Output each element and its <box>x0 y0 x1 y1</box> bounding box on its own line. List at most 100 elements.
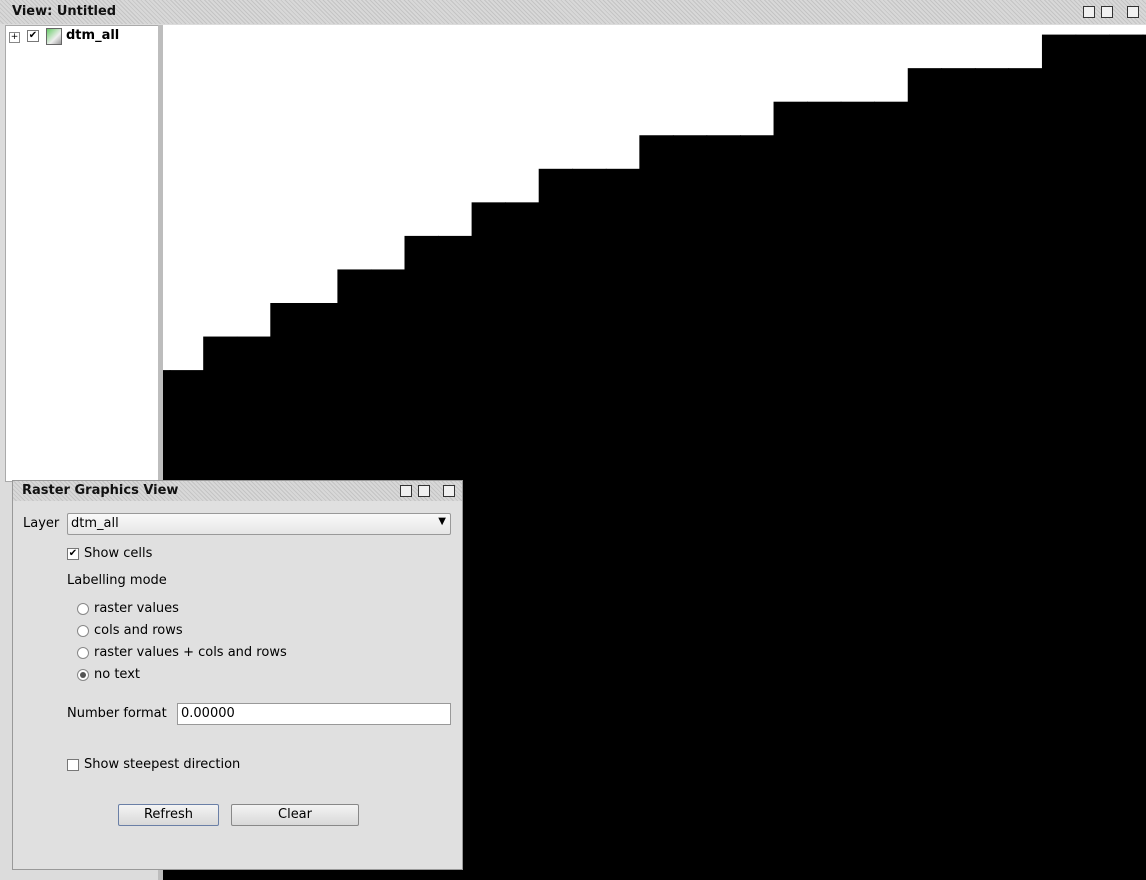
clear-button[interactable]: Clear <box>231 804 359 826</box>
radio-button[interactable] <box>77 625 89 637</box>
labelling-mode-label: Labelling mode <box>67 573 167 588</box>
raster-cell <box>1109 638 1144 673</box>
raster-cell <box>907 336 943 371</box>
raster-cell <box>840 302 875 338</box>
raster-cell <box>773 839 808 875</box>
expand-toggle[interactable]: + <box>9 32 20 43</box>
raster-cell <box>404 336 439 371</box>
raster-cell <box>1075 101 1110 137</box>
raster-cell <box>505 705 540 740</box>
raster-cell <box>807 470 842 506</box>
raster-cell <box>773 806 808 841</box>
maximize-button[interactable] <box>1101 6 1113 18</box>
raster-cell <box>471 873 506 880</box>
raster-cell <box>941 403 976 438</box>
raster-cell <box>941 604 976 640</box>
raster-cell <box>1075 806 1110 841</box>
raster-cell <box>505 839 540 875</box>
dialog-titlebar: Raster Graphics View <box>13 481 462 501</box>
steepest-label[interactable]: Show steepest direction <box>84 757 241 772</box>
show-cells-label[interactable]: Show cells <box>84 546 153 561</box>
raster-cell <box>1041 370 1077 405</box>
raster-cell <box>840 202 875 237</box>
radio-label[interactable]: raster values <box>94 601 179 616</box>
raster-cell <box>1142 269 1146 304</box>
raster-cell <box>505 470 540 506</box>
radio-label[interactable]: no text <box>94 667 140 682</box>
raster-cell <box>1075 571 1110 606</box>
raster-cell <box>169 437 204 472</box>
splitter[interactable] <box>158 25 163 880</box>
raster-cell <box>236 403 272 438</box>
raster-cell <box>1075 168 1110 204</box>
raster-cell <box>773 873 808 880</box>
raster-cell <box>337 370 372 405</box>
raster-cell <box>538 739 574 774</box>
layer-select[interactable]: dtm_all ▼ <box>67 513 451 535</box>
raster-cell <box>1109 739 1144 774</box>
raster-cell <box>706 336 741 371</box>
raster-cell <box>706 705 741 740</box>
raster-cell <box>169 403 204 438</box>
raster-cell <box>874 269 909 304</box>
raster-cell <box>941 269 976 304</box>
raster-cell <box>773 336 808 371</box>
raster-cell <box>874 168 909 204</box>
radio-label[interactable]: cols and rows <box>94 623 183 638</box>
raster-cell <box>807 739 842 774</box>
raster-cell <box>572 739 607 774</box>
layer-checkbox[interactable]: ✔ <box>27 30 39 42</box>
raster-cell <box>505 806 540 841</box>
raster-cell <box>672 873 708 880</box>
raster-cell <box>840 437 875 472</box>
radio-button[interactable] <box>77 603 89 615</box>
raster-cell <box>1142 370 1146 405</box>
refresh-button[interactable]: Refresh <box>118 804 219 826</box>
raster-cell <box>1041 772 1077 808</box>
raster-cell <box>572 202 607 237</box>
raster-cell <box>505 571 540 606</box>
raster-cell <box>1142 302 1146 338</box>
raster-cell <box>1142 34 1146 69</box>
raster-cell <box>672 302 708 338</box>
dialog-minimize[interactable] <box>400 485 412 497</box>
raster-cell <box>370 403 406 438</box>
raster-cell <box>572 235 607 271</box>
raster-cell <box>236 873 272 880</box>
raster-cell <box>773 470 808 506</box>
raster-cell <box>538 772 574 808</box>
raster-cell <box>538 504 574 539</box>
raster-cell <box>1008 873 1043 880</box>
dialog-close[interactable] <box>443 485 455 497</box>
raster-cell <box>1109 772 1144 808</box>
raster-cell <box>941 235 976 271</box>
number-format-input[interactable]: 0.00000 <box>177 703 451 725</box>
raster-cell <box>974 168 1010 204</box>
raster-cell <box>672 772 708 808</box>
raster-cell <box>907 537 943 573</box>
show-cells-checkbox[interactable]: ✔ <box>67 548 79 560</box>
raster-cell <box>1008 806 1043 841</box>
raster-cell <box>1142 873 1146 880</box>
raster-cell <box>840 806 875 841</box>
raster-cell <box>840 269 875 304</box>
radio-button[interactable] <box>77 669 89 681</box>
raster-cell <box>572 705 607 740</box>
raster-cell <box>1008 403 1043 438</box>
minimize-button[interactable] <box>1083 6 1095 18</box>
close-button[interactable] <box>1127 6 1139 18</box>
raster-cell <box>706 638 741 673</box>
raster-cell <box>907 269 943 304</box>
raster-cell <box>1109 302 1144 338</box>
dialog-maximize[interactable] <box>418 485 430 497</box>
layer-name[interactable]: dtm_all <box>66 28 120 43</box>
raster-cell <box>1109 571 1144 606</box>
raster-cell <box>941 370 976 405</box>
raster-cell <box>538 638 574 673</box>
raster-cell <box>672 806 708 841</box>
radio-button[interactable] <box>77 647 89 659</box>
raster-cell <box>639 873 674 880</box>
radio-label[interactable]: raster values + cols and rows <box>94 645 287 660</box>
steepest-checkbox[interactable] <box>67 759 79 771</box>
raster-cell <box>1008 470 1043 506</box>
